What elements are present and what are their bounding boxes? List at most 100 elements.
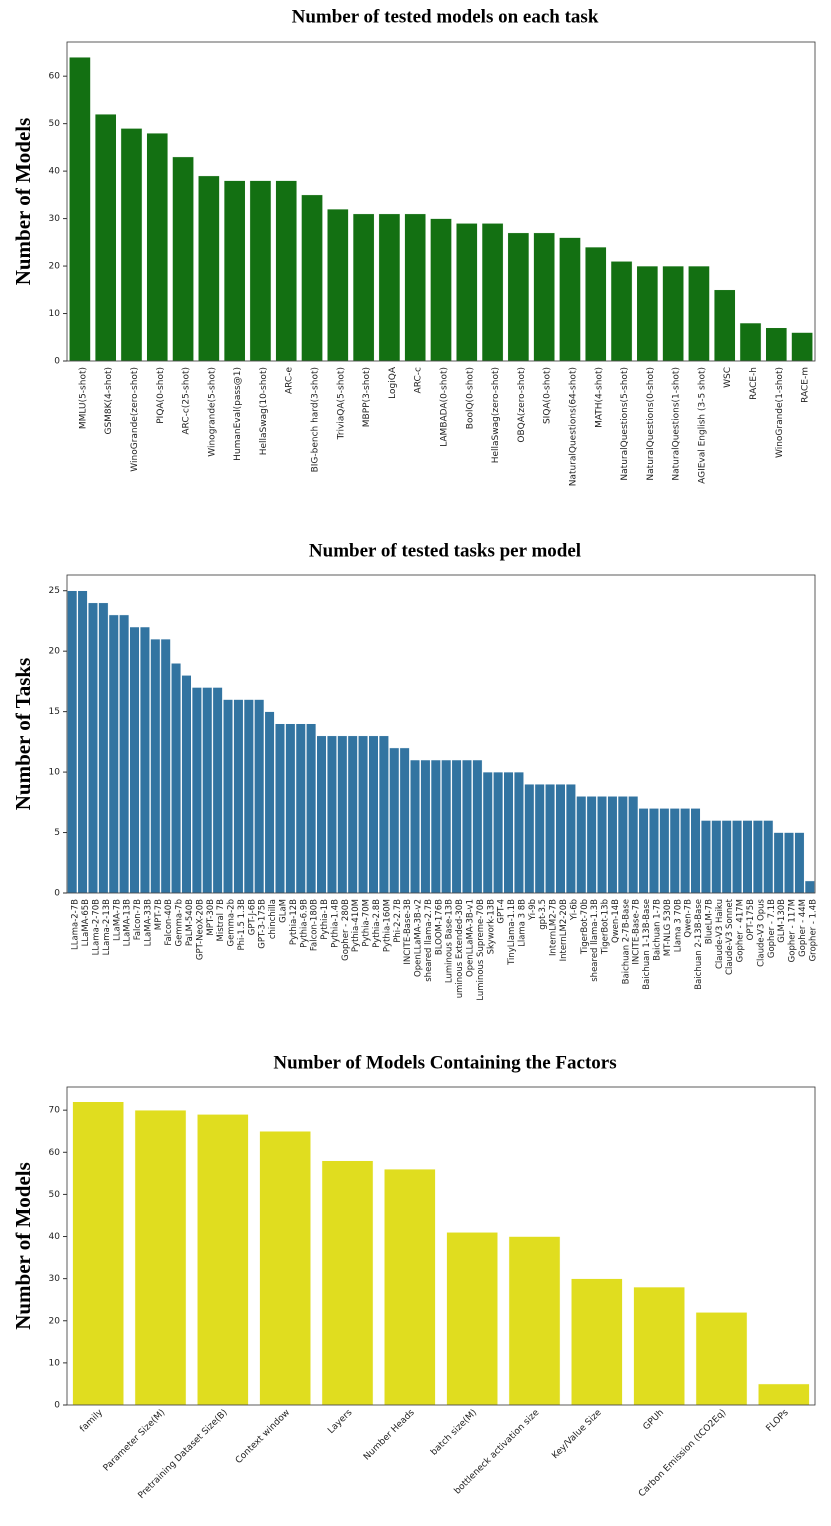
x-tick-label: BLOOM-176B <box>434 899 444 955</box>
x-tick-label: PIQA(0-shot) <box>156 367 166 424</box>
x-tick-label: Pythia-2.8B <box>372 899 382 948</box>
bar <box>555 783 566 894</box>
bar <box>584 246 607 362</box>
x-tick-label: Llama 3 70B <box>673 899 683 952</box>
bar <box>409 759 421 894</box>
x-tick-label: TigerBot-13b <box>601 899 611 955</box>
x-tick-label: MBPP(3-shot) <box>362 367 372 427</box>
bar <box>129 626 140 894</box>
bar <box>404 213 427 362</box>
x-tick-label: LLama-2-70B <box>91 899 101 956</box>
y-tick-label: 20 <box>49 647 61 657</box>
bar <box>259 1130 311 1406</box>
y-tick-label: 40 <box>49 167 61 177</box>
x-tick-label: LLama-2-13B <box>102 899 112 956</box>
bar <box>67 590 78 894</box>
x-tick-label: GPT-NeoX-20B <box>195 899 205 960</box>
x-tick-label: Luminous Supreme-70B <box>476 899 486 1001</box>
y-tick-label: 0 <box>54 357 60 367</box>
x-tick-label: TriviaQA(5-shot) <box>336 367 346 440</box>
chart-title: Number of tested models on each task <box>292 6 599 27</box>
x-tick-label: Layers <box>326 1408 354 1436</box>
x-tick-label: ARC-c(25-shot) <box>182 367 192 435</box>
bar <box>571 1278 623 1406</box>
bar <box>191 687 202 894</box>
bar <box>108 614 119 894</box>
x-tick-label: Qwen-14B <box>611 899 621 943</box>
x-tick-label: FLOPs <box>765 1408 791 1434</box>
bar <box>295 723 306 894</box>
y-axis-label: Number of Models <box>11 118 35 286</box>
bar <box>77 590 88 894</box>
bar <box>628 796 639 894</box>
x-tick-label: OpenLLaMA-3B-v1 <box>465 899 475 977</box>
x-tick-label: GPT-3-175B <box>258 899 268 949</box>
bar <box>794 832 805 894</box>
bar <box>659 808 670 894</box>
chart-title: Number of tested tasks per model <box>309 540 581 561</box>
bar <box>139 626 150 894</box>
x-tick-label: Falcon-7B <box>133 899 143 940</box>
bar <box>617 796 628 894</box>
x-tick-label: GLM-130B <box>777 899 787 943</box>
x-tick-label: Baichuan 1-13B-Base <box>642 899 652 990</box>
bar <box>503 771 514 894</box>
bar <box>285 723 296 894</box>
x-tick-label: sheared llama-1.3B <box>590 899 600 982</box>
x-tick-label: GSM8K(4-shot) <box>104 367 114 435</box>
x-tick-label: OpenLLaMA-3B-v2 <box>414 899 424 977</box>
bar <box>695 1312 748 1406</box>
bar <box>765 327 788 362</box>
x-tick-label: Context window <box>234 1408 292 1466</box>
bar <box>202 687 213 894</box>
bar <box>713 289 736 362</box>
x-tick-label: family <box>78 1407 105 1434</box>
x-tick-label: GPUh <box>642 1408 667 1433</box>
bar <box>739 322 762 362</box>
x-tick-label: MPT-7B <box>154 899 164 930</box>
x-tick-label: Gopher - 417M <box>736 899 746 962</box>
bar <box>472 759 483 894</box>
bar <box>565 783 576 894</box>
bar <box>607 796 618 894</box>
bar <box>559 237 581 362</box>
bar <box>662 265 684 362</box>
x-tick-label: LLaMA-33B <box>143 899 153 947</box>
bar <box>223 180 246 362</box>
bar <box>610 261 633 362</box>
x-tick-label: Pythia-6.9B <box>299 899 309 948</box>
bar <box>134 1109 187 1406</box>
bar <box>358 735 369 894</box>
bar <box>249 180 272 362</box>
bar <box>146 132 169 362</box>
y-tick-label: 10 <box>49 768 61 778</box>
x-tick-label: Llama 3 8B <box>517 899 527 947</box>
x-tick-label: NaturalQuestions(64-shot) <box>568 367 578 486</box>
bar <box>120 128 143 362</box>
bar <box>711 820 722 894</box>
bar <box>534 783 545 894</box>
y-tick-label: 20 <box>49 1316 61 1326</box>
y-tick-label: 10 <box>49 1358 61 1368</box>
x-tick-label: Pythia-1.4B <box>330 899 340 948</box>
x-tick-label: Claude-V3 Sonnet <box>725 898 735 975</box>
x-tick-label: WinoGrande(1-shot) <box>775 367 785 458</box>
x-tick-label: Claude-V3 Haiku <box>715 899 725 969</box>
bar <box>301 194 323 362</box>
y-tick-label: 20 <box>49 262 61 272</box>
bar <box>150 638 161 894</box>
x-tick-label: Falcon-40B <box>164 899 174 946</box>
x-tick-label: sheared llama-2.7B <box>424 899 434 982</box>
bar <box>212 687 223 894</box>
bar <box>773 832 784 894</box>
bar <box>633 1286 685 1406</box>
bar <box>508 1236 561 1406</box>
x-tick-label: Qwen-7B <box>684 899 694 938</box>
x-tick-label: HellaSwag(zero-shot) <box>491 367 501 463</box>
x-tick-label: InternLM2-20B <box>559 899 569 962</box>
bar <box>688 265 710 362</box>
bar <box>482 771 493 894</box>
x-tick-label: MATH(4-shot) <box>594 367 604 428</box>
bar <box>306 723 317 894</box>
x-tick-label: MPT-30B <box>206 899 216 936</box>
